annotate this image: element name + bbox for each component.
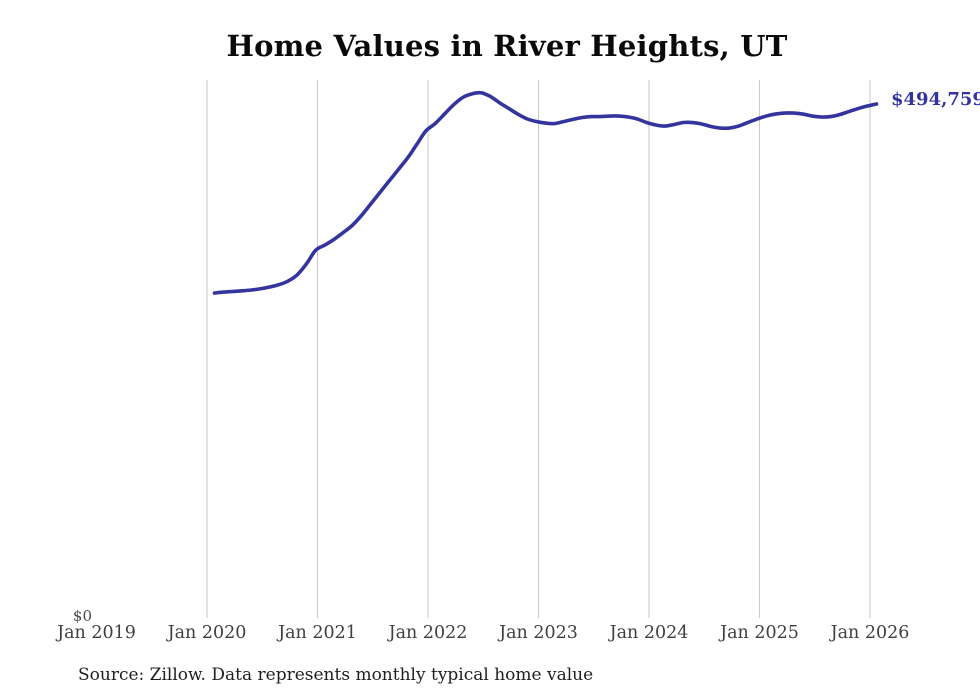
- x-axis-label-jan-2020: Jan 2020: [167, 623, 247, 643]
- x-axis-label-jan-2021: Jan 2021: [278, 623, 357, 643]
- chart-title: Home Values in River Heights, UT: [226, 29, 788, 63]
- x-axis-label-jan-2019: Jan 2019: [57, 623, 136, 643]
- source-note: Source: Zillow. Data represents monthly …: [78, 665, 594, 685]
- x-axis-label-jan-2026: Jan 2026: [830, 623, 910, 643]
- x-axis-label-jan-2022: Jan 2022: [388, 623, 468, 643]
- latest-value-label: $494,759: [891, 89, 980, 110]
- x-axis-label-jan-2023: Jan 2023: [499, 623, 578, 643]
- home-value-line: [212, 90, 879, 295]
- x-axis-label-jan-2024: Jan 2024: [609, 623, 689, 643]
- x-axis-label-jan-2025: Jan 2025: [720, 623, 799, 643]
- year-gridlines: [206, 80, 871, 618]
- y-axis-zero-label: $0: [72, 607, 92, 625]
